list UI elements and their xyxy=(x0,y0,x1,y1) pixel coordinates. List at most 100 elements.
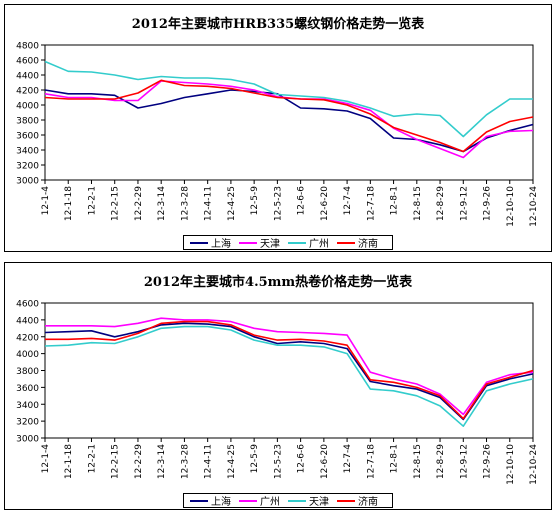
x-tick-label: 12-1-4 xyxy=(41,444,51,474)
rebar-chart: 3000 3200 3400 3600 3800 4000 4200 4400 4600 4800… xyxy=(16,42,539,227)
x-tick-label: 12-10-24 xyxy=(529,186,539,227)
y-tick-label: 3600 xyxy=(16,132,39,142)
y-tick-label: 4400 xyxy=(16,72,39,82)
x-tick-label: 12-1-18 xyxy=(64,444,74,479)
legend-swatch xyxy=(288,241,306,244)
y-tick-label: 4000 xyxy=(16,102,39,112)
x-tick-label: 12-7-4 xyxy=(343,186,353,216)
x-tick-label: 12-9-12 xyxy=(459,444,469,479)
legend-swatch xyxy=(190,499,208,502)
hot-coil-chart-panel: 2012年主要城市4.5mm热卷价格走势一览表 3000 3200 3400 3600… xyxy=(4,262,552,510)
x-tick-label: 12-10-24 xyxy=(529,444,539,485)
x-tick-label: 12-5-23 xyxy=(273,186,283,221)
legend-label: 天津 xyxy=(309,497,329,508)
x-tick-label: 12-6-6 xyxy=(297,444,307,474)
x-tick-label: 12-5-9 xyxy=(250,444,260,474)
legend-label: 广州 xyxy=(260,497,280,508)
x-tick-label: 12-2-15 xyxy=(111,444,121,479)
legend-item: 上海 xyxy=(190,493,231,508)
plot-area xyxy=(44,44,534,181)
y-tick-label: 3600 xyxy=(16,384,39,394)
series-line-济南 xyxy=(45,320,534,420)
x-tick-label: 12-6-20 xyxy=(320,186,330,221)
x-tick-label: 12-2-29 xyxy=(134,186,144,221)
legend-swatch xyxy=(288,499,306,502)
x-tick-label: 12-7-18 xyxy=(366,444,376,479)
x-tick-label: 12-1-18 xyxy=(64,186,74,221)
legend-item: 天津 xyxy=(288,493,329,508)
x-tick-label: 12-2-29 xyxy=(134,444,144,479)
x-tick-label: 12-3-28 xyxy=(180,186,190,221)
x-tick-label: 12-5-9 xyxy=(250,186,260,216)
x-tick-label: 12-1-4 xyxy=(41,186,51,216)
y-tick-label: 4800 xyxy=(16,42,39,52)
x-tick-label: 12-8-29 xyxy=(436,186,446,221)
x-tick-label: 12-8-15 xyxy=(413,444,423,479)
y-tick-label: 3200 xyxy=(16,162,39,172)
x-tick-label: 12-10-10 xyxy=(506,186,516,227)
legend-label: 上海 xyxy=(211,239,231,250)
y-tick-label: 3800 xyxy=(16,367,39,377)
y-tick-label: 4200 xyxy=(16,333,39,343)
x-tick-label: 12-8-1 xyxy=(390,186,400,215)
legend-swatch xyxy=(239,499,257,502)
legend-swatch xyxy=(337,499,355,502)
y-tick-label: 3000 xyxy=(16,177,39,187)
chart-title: 2012年主要城市4.5mm热卷价格走势一览表 xyxy=(143,275,413,290)
legend-label: 济南 xyxy=(358,497,378,508)
x-tick-label: 12-4-11 xyxy=(204,444,214,479)
series-line-上海 xyxy=(44,89,534,153)
legend-swatch xyxy=(337,241,355,244)
legend-item: 天津 xyxy=(239,235,280,250)
chart-legend: 上海 天津 广州 济南 xyxy=(183,235,393,250)
y-tick-label: 3400 xyxy=(16,147,39,157)
x-tick-label: 12-9-12 xyxy=(459,186,469,221)
x-tick-label: 12-8-15 xyxy=(413,186,423,221)
x-tick-label: 12-2-1 xyxy=(87,444,97,473)
x-tick-label: 12-8-29 xyxy=(436,444,446,479)
chart-title: 2012年主要城市HRB335螺纹钢价格走势一览表 xyxy=(131,17,425,32)
y-tick-label: 3000 xyxy=(16,435,39,445)
y-tick-label: 3400 xyxy=(16,401,39,411)
y-tick-label: 4400 xyxy=(16,316,39,326)
legend-label: 天津 xyxy=(260,239,280,250)
x-tick-label: 12-4-25 xyxy=(227,444,237,479)
plot-area xyxy=(44,302,534,439)
legend-swatch xyxy=(190,241,208,244)
y-tick-label: 4000 xyxy=(16,350,39,360)
chart-legend: 上海 广州 天津 济南 xyxy=(183,493,393,508)
legend-swatch xyxy=(239,241,257,244)
x-tick-label: 12-7-18 xyxy=(366,186,376,221)
rebar-chart-panel: 2012年主要城市HRB335螺纹钢价格走势一览表 3000 3200 3400 36… xyxy=(4,4,552,252)
legend-item: 济南 xyxy=(337,235,378,250)
x-tick-label: 12-2-15 xyxy=(111,186,121,221)
legend-item: 广州 xyxy=(288,235,329,250)
legend-label: 上海 xyxy=(211,497,231,508)
x-tick-label: 12-10-10 xyxy=(506,444,516,485)
series-line-上海 xyxy=(44,322,534,421)
x-tick-label: 12-6-20 xyxy=(320,444,330,479)
x-tick-label: 12-3-28 xyxy=(180,444,190,479)
x-tick-label: 12-9-26 xyxy=(483,444,493,479)
x-tick-label: 12-7-4 xyxy=(343,444,353,474)
hot-coil-chart: 3000 3200 3400 3600 3800 4000 4200 4400 4600 12-1… xyxy=(16,300,539,485)
x-tick-label: 12-6-6 xyxy=(297,186,307,216)
legend-item: 上海 xyxy=(190,235,231,250)
x-tick-label: 12-8-1 xyxy=(390,444,400,473)
legend-label: 广州 xyxy=(309,239,329,250)
x-tick-label: 12-4-11 xyxy=(204,186,214,221)
x-tick-label: 12-5-23 xyxy=(273,444,283,479)
legend-label: 济南 xyxy=(358,239,378,250)
series-line-广州 xyxy=(45,317,534,416)
x-tick-label: 12-3-14 xyxy=(157,444,167,479)
y-tick-label: 4600 xyxy=(16,300,39,310)
x-tick-label: 12-4-25 xyxy=(227,186,237,221)
y-tick-label: 4600 xyxy=(16,57,39,67)
x-tick-label: 12-2-1 xyxy=(87,186,97,215)
legend-item: 广州 xyxy=(239,493,280,508)
series-line-天津 xyxy=(44,325,534,427)
series-line-广州 xyxy=(44,60,533,138)
x-tick-label: 12-3-14 xyxy=(157,186,167,221)
x-tick-label: 12-9-26 xyxy=(483,186,493,221)
y-tick-label: 4200 xyxy=(16,87,39,97)
